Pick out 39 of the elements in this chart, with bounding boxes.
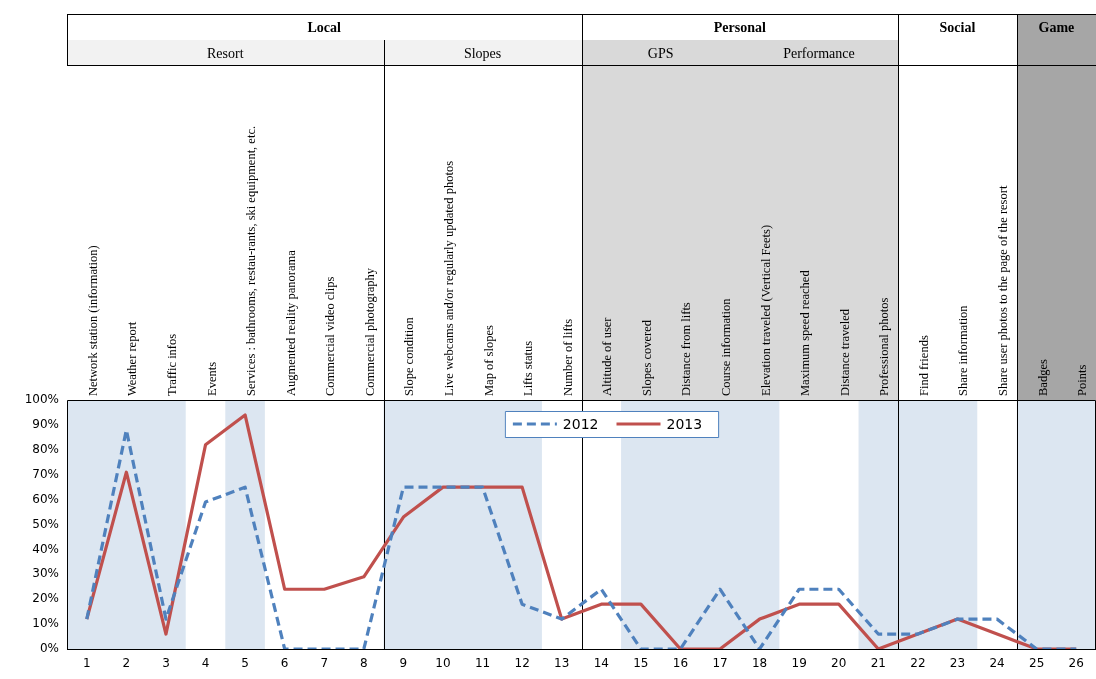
x-tick-label: 15: [633, 656, 649, 671]
x-tick-label: 19: [791, 656, 807, 671]
x-tick-label: 14: [593, 656, 609, 671]
legend-label: 2012: [562, 415, 599, 432]
legend-label: 2013: [666, 415, 703, 432]
x-tick-label: 25: [1028, 656, 1045, 671]
x-tick-label: 1: [82, 656, 91, 671]
x-tick-label: 6: [280, 656, 289, 671]
x-tick-label: 26: [1068, 656, 1084, 671]
y-tick-label: 70%: [32, 466, 59, 481]
x-tick-label: 11: [474, 656, 491, 671]
x-tick-label: 8: [360, 656, 368, 671]
y-tick-label: 100%: [24, 392, 59, 407]
x-tick-label: 9: [399, 656, 408, 671]
x-tick-label: 22: [910, 656, 926, 671]
x-tick-label: 5: [241, 656, 249, 671]
x-tick-label: 16: [672, 656, 689, 671]
x-tick-label: 13: [554, 656, 570, 671]
x-tick-label: 2: [122, 656, 131, 671]
x-tick-label: 12: [514, 656, 530, 671]
x-tick-label: 3: [162, 656, 170, 671]
x-tick-label: 18: [751, 656, 768, 671]
x-tick-label: 21: [870, 656, 886, 671]
x-tick-label: 23: [949, 656, 966, 671]
y-tick-label: 20%: [32, 591, 59, 606]
x-tick-label: 17: [712, 656, 728, 671]
x-tick-label: 4: [201, 656, 210, 671]
y-tick-label: 50%: [32, 516, 59, 531]
y-tick-label: 90%: [32, 417, 59, 432]
x-tick-label: 20: [831, 656, 847, 671]
y-tick-label: 30%: [32, 566, 59, 581]
y-tick-label: 60%: [32, 491, 59, 506]
x-tick-label: 24: [989, 656, 1005, 671]
y-tick-label: 80%: [32, 441, 59, 456]
y-tick-label: 40%: [32, 541, 59, 556]
y-tick-label: 0%: [39, 641, 59, 656]
x-tick-label: 7: [320, 656, 329, 671]
y-tick-label: 10%: [32, 616, 59, 631]
x-tick-label: 10: [435, 656, 451, 671]
